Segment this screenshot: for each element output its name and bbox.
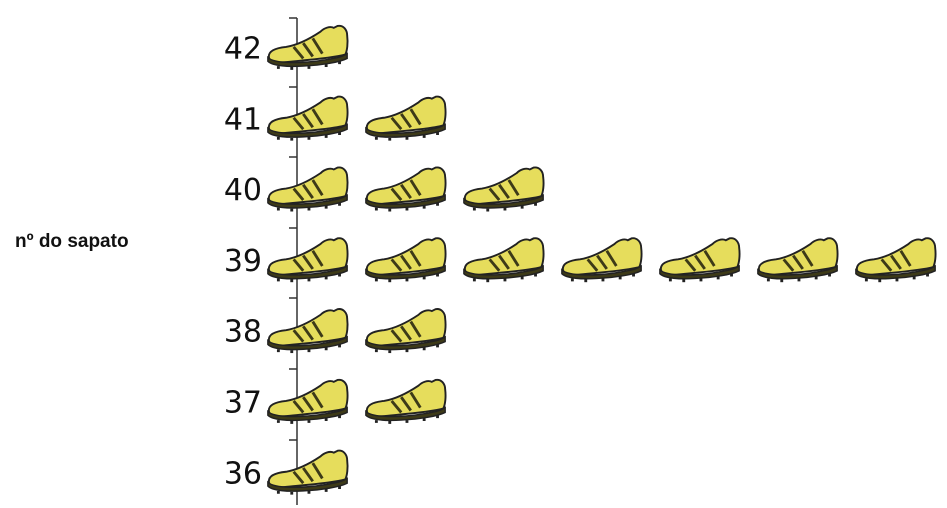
category-label: 41 [224, 102, 262, 137]
shoe-icon [266, 24, 349, 70]
shoe-icon [364, 236, 447, 283]
y-axis-label: nº do sapato [15, 231, 129, 252]
shoe-icon [364, 95, 447, 141]
pictogram-row [266, 307, 447, 354]
shoe-icon [266, 378, 349, 424]
shoe-icon [658, 236, 741, 283]
pictogram-row [266, 24, 349, 70]
category-label: 40 [224, 173, 262, 208]
category-label: 42 [224, 32, 262, 67]
pictogram-row [266, 236, 937, 283]
category-label: 36 [224, 456, 262, 491]
shoe-icon [364, 378, 447, 424]
shoe-icon [364, 307, 447, 354]
shoe-icon [854, 236, 937, 283]
shoe-icon [364, 165, 447, 212]
shoe-icon [266, 165, 349, 212]
shoe-icon [756, 236, 839, 283]
shoe-icon [266, 307, 349, 354]
pictogram-row [266, 378, 447, 424]
category-label: 37 [224, 386, 262, 421]
shoe-icon [462, 165, 545, 212]
pictogram-row [266, 449, 349, 495]
pictogram-row [266, 95, 447, 141]
shoe-icon [462, 236, 545, 283]
category-label: 38 [224, 315, 262, 350]
pictogram-row [266, 165, 545, 212]
shoe-icon [266, 95, 349, 141]
shoe-icon [560, 236, 643, 283]
category-label: 39 [224, 244, 262, 279]
axis-ticks [289, 17, 297, 441]
shoe-icon [266, 236, 349, 283]
shoe-icon [266, 449, 349, 495]
